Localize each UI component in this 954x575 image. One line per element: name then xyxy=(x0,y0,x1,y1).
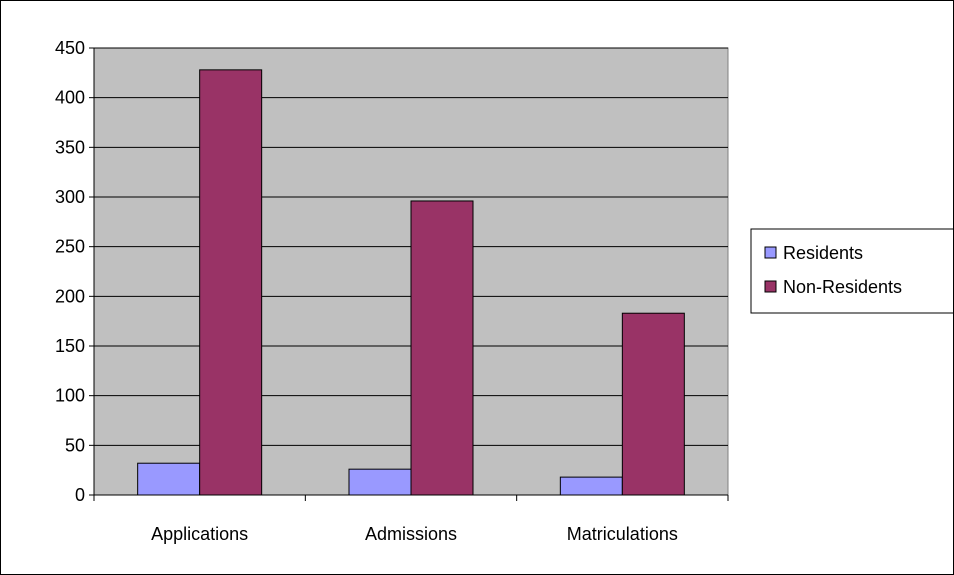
y-tick-label: 450 xyxy=(55,38,85,58)
legend: Residents Non-Residents xyxy=(750,228,954,314)
bar-residents-matriculations xyxy=(559,476,623,496)
y-tick-label: 300 xyxy=(55,187,85,207)
bar-non-residents-admissions xyxy=(410,200,474,496)
bar-residents-admissions xyxy=(348,468,412,496)
y-tick-label: 350 xyxy=(55,137,85,157)
y-tick-label: 250 xyxy=(55,237,85,257)
y-tick-label: 50 xyxy=(65,435,85,455)
legend-swatch xyxy=(764,280,777,293)
legend-label: Residents xyxy=(783,243,863,263)
y-tick-label: 100 xyxy=(55,386,85,406)
legend-swatch xyxy=(764,246,777,259)
plot-area: 0 50 100 150 200 250 300 350 400 450 Applications A… xyxy=(55,38,729,544)
x-tick-label: Admissions xyxy=(365,524,457,544)
y-tick-label: 0 xyxy=(75,485,85,505)
legend-label: Non-Residents xyxy=(783,277,902,297)
y-tick-label: 400 xyxy=(55,88,85,108)
bar-residents-applications xyxy=(137,462,201,496)
x-tick-label: Applications xyxy=(151,524,248,544)
bar-non-residents-applications xyxy=(199,69,263,496)
y-tick-label: 150 xyxy=(55,336,85,356)
legend-box xyxy=(750,228,954,314)
x-tick-label: Matriculations xyxy=(567,524,678,544)
y-tick-label: 200 xyxy=(55,286,85,306)
bar-non-residents-matriculations xyxy=(621,312,685,496)
